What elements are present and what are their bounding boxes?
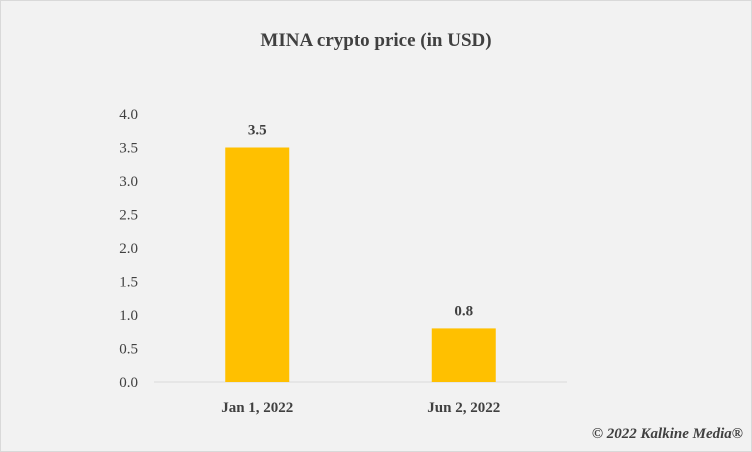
y-tick-label: 4.0 <box>119 107 138 123</box>
y-tick-label: 0.5 <box>119 342 138 358</box>
y-tick-label: 2.0 <box>119 241 138 257</box>
y-tick-label: 3.0 <box>119 174 138 190</box>
chart-title: MINA crypto price (in USD) <box>260 30 492 51</box>
bar <box>431 328 496 382</box>
y-tick-label: 2.5 <box>119 208 138 224</box>
copyright-notice: © 2022 Kalkine Media® <box>591 426 743 442</box>
x-tick-label: Jan 1, 2022 <box>221 400 293 416</box>
y-tick-label: 3.5 <box>119 141 138 157</box>
data-label: 3.5 <box>248 123 267 139</box>
x-tick-label: Jun 2, 2022 <box>427 400 500 416</box>
bar <box>225 147 290 382</box>
y-tick-label: 0.0 <box>119 375 138 391</box>
y-tick-label: 1.5 <box>119 275 138 291</box>
y-tick-label: 1.0 <box>119 308 138 324</box>
data-label: 0.8 <box>454 303 473 319</box>
